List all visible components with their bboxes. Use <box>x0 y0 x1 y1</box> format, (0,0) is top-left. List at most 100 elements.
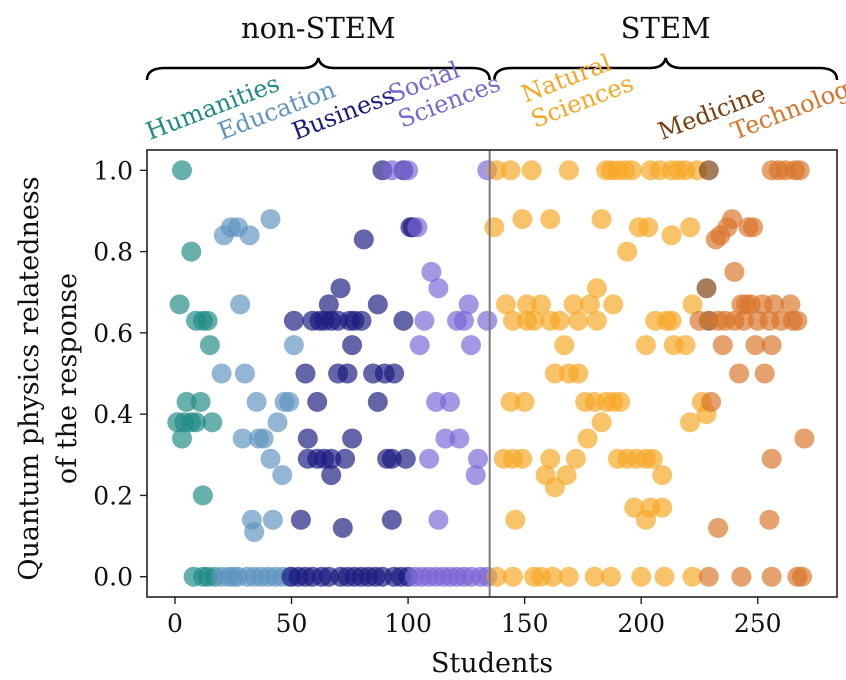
data-point <box>642 448 663 469</box>
data-point <box>558 160 579 181</box>
data-point <box>454 310 474 331</box>
data-point <box>381 160 402 181</box>
data-point <box>202 412 223 433</box>
field-label: SocialSciences <box>384 44 504 134</box>
group-label-non-stem: non-STEM <box>241 11 396 45</box>
data-point <box>330 278 351 299</box>
y-tick-label: 0.4 <box>93 400 133 429</box>
data-point <box>465 465 486 486</box>
data-point <box>503 310 523 331</box>
data-point <box>419 448 440 469</box>
data-point <box>260 209 281 230</box>
data-point <box>794 428 815 449</box>
data-point <box>586 310 607 331</box>
data-point <box>517 294 537 315</box>
x-tick-label: 0 <box>167 609 183 638</box>
data-point <box>246 391 267 412</box>
data-point <box>468 448 488 469</box>
data-point <box>586 278 607 299</box>
data-point <box>407 217 428 238</box>
data-point <box>708 517 729 538</box>
group-brace <box>145 57 491 81</box>
data-point <box>307 391 328 412</box>
data-point <box>761 448 782 469</box>
data-point <box>680 412 701 433</box>
data-point <box>440 391 460 412</box>
y-axis-label-line: of the response <box>52 273 83 484</box>
data-point <box>486 566 507 587</box>
data-point <box>792 566 812 587</box>
data-point <box>461 335 481 356</box>
data-point <box>295 363 316 384</box>
data-point <box>262 509 283 530</box>
data-point <box>332 517 353 538</box>
data-point <box>682 294 703 315</box>
data-point <box>600 566 621 587</box>
data-point <box>321 448 342 469</box>
data-point <box>514 391 535 412</box>
data-point <box>232 428 253 449</box>
data-point <box>682 566 703 587</box>
data-point <box>297 428 318 449</box>
data-point <box>554 335 575 356</box>
data-point <box>696 278 717 299</box>
data-point <box>172 428 192 449</box>
data-point <box>512 209 533 230</box>
data-point <box>244 522 265 542</box>
field-labels: HumanitiesEducationBusinessSocialScience… <box>142 44 846 146</box>
data-point <box>421 261 442 282</box>
data-points <box>167 160 815 587</box>
data-point <box>549 310 570 331</box>
data-point <box>290 509 311 530</box>
y-tick-label: 1.0 <box>93 156 133 185</box>
data-point <box>192 485 213 506</box>
data-point <box>449 428 470 449</box>
data-point <box>335 448 356 469</box>
data-point <box>701 391 722 412</box>
data-point <box>395 448 416 469</box>
data-point <box>591 209 612 230</box>
data-point <box>579 294 600 315</box>
data-point <box>172 160 192 181</box>
data-point <box>542 566 563 587</box>
data-point <box>710 225 731 246</box>
data-point <box>680 217 701 238</box>
data-point <box>318 294 339 315</box>
data-point <box>689 310 710 331</box>
y-tick-label: 0.2 <box>93 481 133 510</box>
data-point <box>638 217 659 238</box>
data-point <box>351 310 372 331</box>
data-point <box>540 209 561 230</box>
data-point <box>342 335 363 356</box>
plot-frame <box>146 149 838 598</box>
data-point <box>381 448 402 469</box>
data-point <box>428 278 449 299</box>
x-tick-label: 250 <box>734 609 782 638</box>
data-point <box>272 465 293 486</box>
data-point <box>661 225 682 246</box>
data-point <box>675 335 696 356</box>
data-point <box>652 465 673 486</box>
data-point <box>610 391 631 412</box>
data-point <box>789 160 810 181</box>
data-point <box>584 566 605 587</box>
x-tick-label: 50 <box>276 609 308 638</box>
group-labels: non-STEM STEM <box>241 11 711 45</box>
data-point <box>342 428 363 449</box>
data-point <box>733 310 754 331</box>
data-point <box>531 294 551 315</box>
data-point <box>283 310 304 331</box>
data-point <box>500 391 521 412</box>
data-point <box>635 335 656 356</box>
data-point <box>780 294 801 315</box>
data-point <box>787 310 808 331</box>
data-point <box>321 465 342 486</box>
data-point <box>393 310 414 331</box>
x-tick-label: 200 <box>617 609 665 638</box>
data-point <box>568 363 589 384</box>
data-point <box>211 363 232 384</box>
data-point <box>367 294 388 315</box>
data-point <box>234 363 255 384</box>
data-point <box>754 363 775 384</box>
